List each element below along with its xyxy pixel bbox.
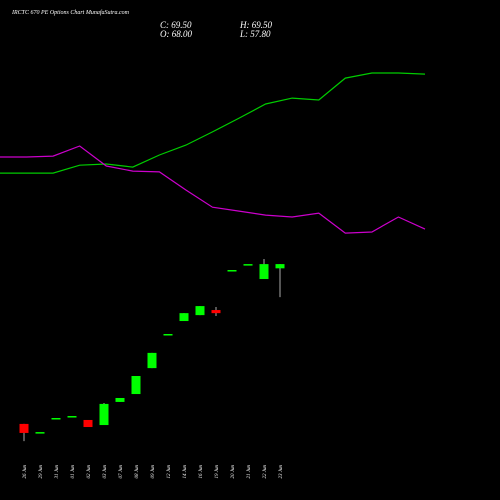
candle-body [35,432,45,434]
indicator-line [0,145,426,234]
candle-body [243,264,253,266]
x-tick-label: 01 Jun [71,465,76,479]
candle-body [131,376,141,395]
x-tick-label: 20 Jun [231,465,236,479]
x-tick-label: 26 Jun [23,465,28,479]
x-tick-label: 02 Jun [87,465,92,479]
indicator-line [0,72,426,174]
x-tick-label: 19 Jun [215,465,220,479]
candle-body [275,264,285,269]
candle-body [115,397,125,402]
candle-body [83,419,93,428]
close-label: C: 69.50 [160,20,192,30]
candle-body [227,270,237,272]
x-tick-label: 07 Jun [119,465,124,479]
candle-body [19,423,29,433]
chart-title: IRCTC 670 PE Options Chart MunafaSutra.c… [11,9,130,16]
low-label: L: 57.80 [239,29,271,39]
x-tick-label: 23 Jun [279,465,284,479]
x-tick-label: 29 Jun [39,465,44,479]
candle-body [51,418,61,420]
candle-body [179,313,189,322]
open-label: O: 68.00 [160,29,192,39]
candle-body [67,416,77,418]
x-tick-label: 14 Jun [183,465,188,479]
high-label: H: 69.50 [239,20,272,30]
candle-body [147,352,157,369]
x-tick-label: 08 Jun [135,465,140,479]
x-tick-label: 31 Jun [55,465,60,479]
x-tick-label: 12 Jun [167,465,172,479]
x-tick-label: 16 Jun [199,465,204,479]
x-tick-label: 22 Jun [263,465,268,479]
x-tick-label: 03 Jun [103,465,108,479]
x-tick-label: 21 Jun [247,465,252,479]
candle-body [259,264,269,280]
candle-body [195,306,205,316]
candle-body [99,403,109,426]
candle-body [163,334,173,336]
x-tick-label: 09 Jun [151,465,156,479]
candle-body [211,310,221,314]
